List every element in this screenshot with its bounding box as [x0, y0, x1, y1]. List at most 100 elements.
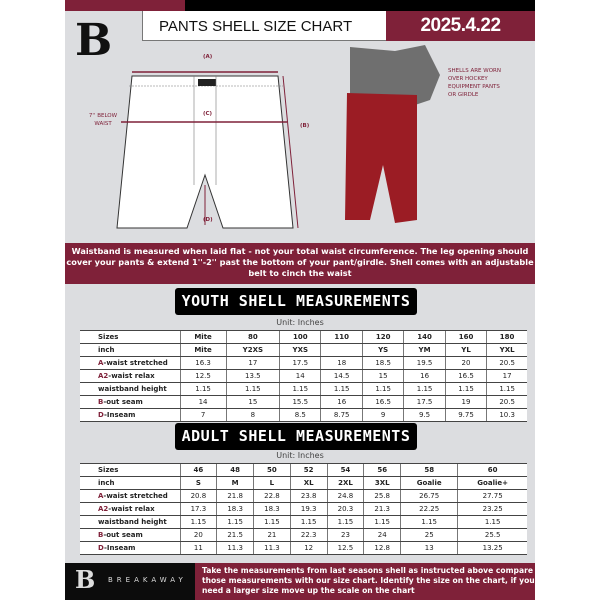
table-row: Sizes 46 48 50 52 54 56 58 60: [80, 463, 527, 477]
label-d: (D): [203, 217, 213, 223]
table-row: A2-waist relax 17.3 18.3 18.3 19.3 20.3 21.3 22…: [80, 502, 527, 516]
row-label-text: -out seam: [103, 398, 143, 406]
row-label: Sizes: [80, 463, 180, 477]
row-label-text: -Inseam: [103, 411, 136, 419]
table-row: inch S M L XL 2XL 3XL Goalie Goalie+: [80, 476, 527, 490]
table-cell: 7: [179, 408, 227, 422]
table-cell: 16: [403, 369, 446, 383]
row-label-text: inch: [98, 346, 115, 354]
table-cell: Goalie+: [457, 476, 527, 490]
side-note: SHELLS ARE WORN OVER HOCKEY EQUIPMENT PA…: [448, 68, 501, 98]
table-cell: S: [179, 476, 217, 490]
table-cell: YS: [361, 343, 404, 357]
table-row: D-Inseam 7 8 8.5 8.75 9 9.5 9.75 10.3: [80, 408, 527, 422]
table-cell: 52: [289, 463, 328, 477]
table-cell: 16.3: [179, 356, 227, 370]
table-cell: 17.5: [403, 395, 446, 409]
table-cell: 1.15: [289, 515, 328, 529]
table-cell: 2XL: [326, 476, 364, 490]
table-cell: 1.15: [253, 515, 291, 529]
row-label-text: inch: [98, 479, 115, 487]
table-cell: 12.5: [326, 541, 364, 555]
date-badge: 2025.4.22: [386, 11, 535, 41]
table-cell: 58: [400, 463, 458, 477]
table-cell: 12: [289, 541, 328, 555]
table-row: A-waist stretched 20.8 21.8 22.8 23.8 24.8 25.…: [80, 489, 527, 503]
table-cell: 1.15: [179, 382, 227, 396]
table-cell: 8.5: [279, 408, 321, 422]
table-cell: 14: [179, 395, 227, 409]
table-cell: 23.25: [457, 502, 527, 516]
row-label-text: waistband height: [98, 518, 167, 526]
table-cell: 20.5: [486, 356, 527, 370]
table-cell: Mite: [179, 330, 227, 344]
table-cell: 17: [486, 369, 527, 383]
table-cell: 21.5: [216, 528, 254, 542]
table-cell: 15: [225, 395, 280, 409]
table-cell: 20: [444, 356, 487, 370]
table-cell: 8.75: [320, 408, 363, 422]
adult-title: ADULT SHELL MEASUREMENTS: [175, 423, 417, 450]
table-cell: 24: [363, 528, 401, 542]
table-cell: 80: [225, 330, 280, 344]
row-label: A2-waist relax: [80, 502, 180, 516]
table-cell: 17.3: [179, 502, 217, 516]
table-cell: M: [216, 476, 254, 490]
table-row: B-out seam 20 21.5 21 22.3 23 24 25 25.5: [80, 528, 527, 542]
row-label: A-waist stretched: [80, 356, 180, 370]
youth-table: Sizes Mite 80 100 110 120 140 160 180 inch Mite Y2X…: [80, 330, 527, 422]
table-cell: 10.3: [486, 408, 527, 422]
table-cell: 50: [253, 463, 291, 477]
table-cell: Y2XS: [225, 343, 280, 357]
table-cell: 54: [326, 463, 364, 477]
row-label-text: -waist stretched: [103, 359, 168, 367]
row-label: Sizes: [80, 330, 180, 344]
table-cell: 16: [320, 395, 363, 409]
row-label-text: -waist relax: [108, 372, 155, 380]
row-label-prefix: A: [98, 359, 104, 367]
table-cell: 25.8: [363, 489, 401, 503]
row-label-text: -waist stretched: [103, 492, 168, 500]
row-label: A2-waist relax: [80, 369, 180, 383]
page-title: PANTS SHELL SIZE CHART: [142, 11, 402, 41]
table-cell: 15: [361, 369, 404, 383]
table-cell: 11.3: [216, 541, 254, 555]
footer-logo: B: [75, 565, 96, 594]
table-cell: 18: [320, 356, 363, 370]
table-cell: 25: [400, 528, 458, 542]
table-row: Sizes Mite 80 100 110 120 140 160 180: [80, 330, 527, 344]
row-label: inch: [80, 343, 180, 357]
table-cell: YL: [444, 343, 487, 357]
row-label: B-out seam: [80, 528, 180, 542]
table-cell: [320, 343, 363, 357]
row-label-prefix: B: [98, 531, 104, 539]
row-label-prefix: A2: [98, 505, 109, 513]
table-cell: 17: [225, 356, 280, 370]
footer-brand: B BREAKAWAY: [65, 563, 195, 600]
adult-table: Sizes 46 48 50 52 54 56 58 60 inch S M L XL 2XL 3XL Goal…: [80, 463, 527, 555]
table-cell: 1.15: [326, 515, 364, 529]
table-cell: 1.15: [444, 382, 487, 396]
table-row: B-out seam 14 15 15.5 16 16.5 17.5 19 20.5: [80, 395, 527, 409]
table-cell: 17.5: [279, 356, 321, 370]
table-cell: 22.25: [400, 502, 458, 516]
row-label: inch: [80, 476, 180, 490]
table-cell: 18.3: [216, 502, 254, 516]
table-cell: 12.5: [179, 369, 227, 383]
table-cell: 1.15: [457, 515, 527, 529]
top-black-bar: [185, 0, 535, 11]
row-label-text: Sizes: [98, 333, 119, 341]
table-cell: 1.15: [486, 382, 527, 396]
table-cell: 9: [361, 408, 404, 422]
table-cell: XL: [289, 476, 328, 490]
table-cell: 21.8: [216, 489, 254, 503]
measurement-notice: Waistband is measured when laid flat - n…: [65, 243, 535, 284]
table-cell: 56: [363, 463, 401, 477]
row-label: A-waist stretched: [80, 489, 180, 503]
table-cell: 21: [253, 528, 291, 542]
table-row: waistband height 1.15 1.15 1.15 1.15 1.15 1.15…: [80, 515, 527, 529]
table-cell: 9.5: [403, 408, 446, 422]
table-cell: 24.8: [326, 489, 364, 503]
table-cell: 1.15: [363, 515, 401, 529]
table-cell: 13.5: [225, 369, 280, 383]
